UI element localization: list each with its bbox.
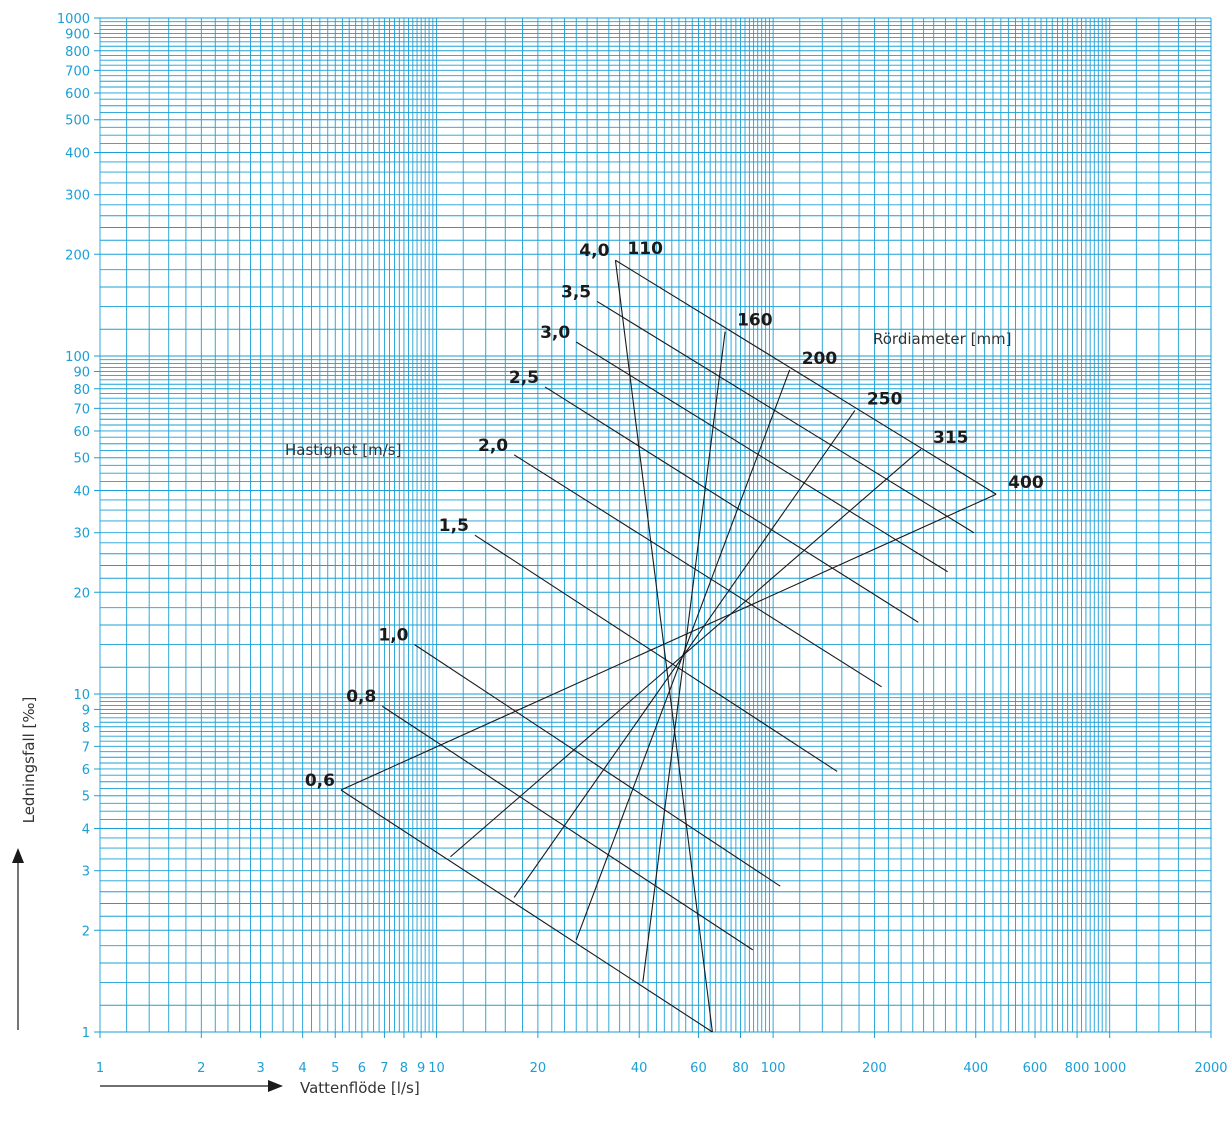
velocity-line bbox=[382, 705, 754, 951]
x-tick-label: 2 bbox=[197, 1061, 205, 1076]
y-tick-label: 50 bbox=[73, 452, 90, 467]
velocity-label: 1,5 bbox=[439, 516, 469, 536]
x-tick-label: 1000 bbox=[1093, 1061, 1126, 1076]
velocity-title: Hastighet [m/s] bbox=[285, 441, 401, 459]
y-tick-label: 4 bbox=[82, 823, 90, 838]
velocity-label: 0,6 bbox=[305, 771, 335, 791]
velocity-line bbox=[414, 644, 781, 887]
diameter-line-315 bbox=[450, 448, 922, 858]
x-tick-label: 2000 bbox=[1194, 1061, 1227, 1076]
y-tick-label: 100 bbox=[65, 350, 90, 365]
diameter-label: 200 bbox=[802, 349, 838, 369]
x-tick-label: 200 bbox=[862, 1061, 887, 1076]
x-tick-label: 100 bbox=[761, 1061, 786, 1076]
diameter-title: Rördiameter [mm] bbox=[873, 330, 1012, 348]
diameter-label: 110 bbox=[627, 239, 663, 259]
y-tick-label: 40 bbox=[73, 485, 90, 500]
velocity-line bbox=[615, 259, 997, 495]
velocity-label: 2,5 bbox=[509, 368, 539, 388]
y-tick-label: 900 bbox=[65, 27, 90, 42]
diameter-line-110 bbox=[614, 260, 713, 1033]
y-tick-label: 5 bbox=[82, 790, 90, 805]
x-tick-label: 10 bbox=[428, 1061, 445, 1076]
grid-lines bbox=[99, 17, 1212, 1033]
x-tick-label: 800 bbox=[1065, 1061, 1090, 1076]
x-tick-label: 400 bbox=[963, 1061, 988, 1076]
y-tick-label: 20 bbox=[73, 586, 90, 601]
y-tick-label: 200 bbox=[65, 248, 90, 263]
velocity-line bbox=[596, 300, 975, 534]
y-tick-label: 60 bbox=[73, 425, 90, 440]
x-axis-arrow-head bbox=[268, 1080, 283, 1092]
diameter-line-400 bbox=[340, 493, 997, 791]
y-tick-label: 2 bbox=[82, 924, 90, 939]
y-tick-label: 30 bbox=[73, 527, 90, 542]
y-tick-label: 8 bbox=[82, 721, 90, 736]
x-tick-label: 9 bbox=[417, 1061, 425, 1076]
y-tick-label: 6 bbox=[82, 763, 90, 778]
velocity-line bbox=[575, 341, 948, 573]
velocity-label: 1,0 bbox=[378, 626, 408, 646]
velocity-line bbox=[513, 454, 882, 688]
diameter-label: 400 bbox=[1008, 473, 1044, 493]
velocity-label: 3,5 bbox=[561, 282, 591, 302]
x-tick-label: 3 bbox=[256, 1061, 264, 1076]
diameter-line-160 bbox=[642, 331, 726, 983]
x-tick-label: 8 bbox=[400, 1061, 408, 1076]
velocity-label: 4,0 bbox=[579, 241, 609, 261]
y-tick-label: 90 bbox=[73, 365, 90, 380]
y-tick-label: 7 bbox=[82, 740, 90, 755]
x-axis-title: Vattenflöde [l/s] bbox=[300, 1079, 420, 1097]
velocity-line bbox=[474, 534, 838, 772]
y-axis-arrow-head bbox=[12, 848, 24, 863]
x-tick-label: 600 bbox=[1023, 1061, 1048, 1076]
x-tick-label: 5 bbox=[331, 1061, 339, 1076]
diameter-label: 160 bbox=[737, 311, 773, 331]
x-tick-label: 7 bbox=[380, 1061, 388, 1076]
velocity-line bbox=[340, 789, 713, 1033]
diameter-label: 250 bbox=[867, 389, 903, 409]
x-tick-label: 80 bbox=[732, 1061, 749, 1076]
x-tick-label: 4 bbox=[298, 1061, 306, 1076]
velocity-label: 2,0 bbox=[478, 436, 508, 456]
x-tick-label: 40 bbox=[631, 1061, 648, 1076]
diameter-label: 315 bbox=[933, 428, 969, 448]
y-tick-label: 80 bbox=[73, 383, 90, 398]
y-tick-label: 700 bbox=[65, 64, 90, 79]
nomogram-lines bbox=[340, 259, 997, 1033]
y-tick-label: 1000 bbox=[57, 12, 90, 27]
y-tick-label: 9 bbox=[82, 703, 90, 718]
y-tick-label: 800 bbox=[65, 45, 90, 60]
y-tick-label: 400 bbox=[65, 147, 90, 162]
x-tick-label: 1 bbox=[96, 1061, 104, 1076]
x-tick-label: 20 bbox=[530, 1061, 547, 1076]
y-tick-label: 300 bbox=[65, 189, 90, 204]
velocity-label: 3,0 bbox=[540, 323, 570, 343]
y-tick-label: 3 bbox=[82, 865, 90, 880]
velocity-line bbox=[544, 386, 919, 623]
y-tick-label: 500 bbox=[65, 114, 90, 129]
y-tick-label: 10 bbox=[73, 688, 90, 703]
x-tick-label: 60 bbox=[690, 1061, 707, 1076]
x-tick-label: 6 bbox=[358, 1061, 366, 1076]
velocity-label: 0,8 bbox=[346, 687, 376, 707]
y-tick-label: 70 bbox=[73, 402, 90, 417]
y-tick-label: 600 bbox=[65, 87, 90, 102]
y-axis-title: Ledningsfall [‰] bbox=[20, 697, 38, 824]
y-tick-label: 1 bbox=[82, 1026, 90, 1041]
